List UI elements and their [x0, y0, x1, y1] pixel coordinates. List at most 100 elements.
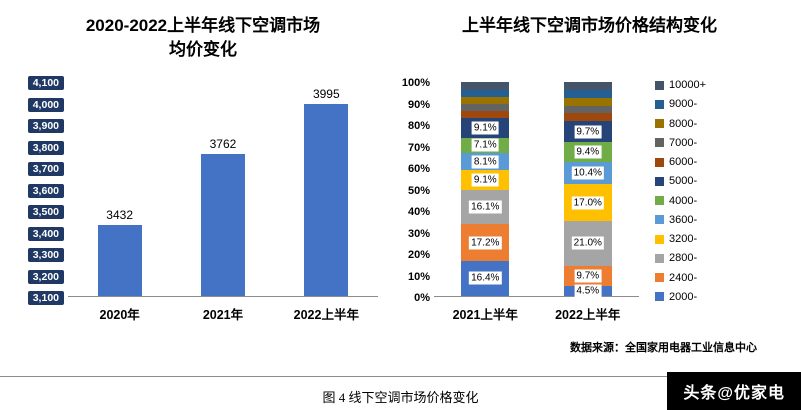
segment-value-label: 9.4% [574, 145, 602, 159]
segment-10000+ [563, 82, 612, 90]
y-tick: 100% [402, 73, 430, 91]
segment-2400-: 9.7% [563, 265, 612, 287]
segment-value-label: 10.4% [571, 166, 604, 180]
y-tick: 3,600 [27, 181, 64, 199]
y-tick: 3,300 [27, 245, 64, 263]
watermark-badge: 头条@优家电 [667, 372, 801, 410]
legend-swatch [655, 99, 664, 109]
y-tick-label: 30% [407, 227, 430, 240]
y-tick-label: 3,500 [27, 205, 64, 219]
legend-swatch [655, 253, 664, 263]
y-tick-label: 3,400 [27, 226, 64, 241]
y-tick: 3,900 [27, 116, 64, 134]
legend-item-7000-: 7000- [655, 137, 706, 149]
legend-item-3600-: 3600- [655, 214, 706, 226]
avg-price-y-axis: 4,100 4,000 3,900 3,800 3,700 3,600 3,500 3,400… [14, 76, 68, 305]
segment-3600-: 8.1% [461, 152, 510, 171]
y-tick: 20% [408, 245, 430, 263]
legend-label: 7000- [669, 136, 698, 149]
y-tick-label: 4,000 [27, 97, 64, 112]
segment-value-label: 8.1% [471, 155, 499, 169]
segment-2000-: 16.4% [461, 260, 510, 296]
y-tick: 3,200 [27, 267, 64, 285]
y-tick-label: 70% [407, 141, 430, 154]
avg-price-plot-wrap: 4,100 4,000 3,900 3,800 3,700 3,600 3,500 3,400… [14, 76, 392, 305]
bar-2020年: 3432 [97, 208, 142, 296]
legend-item-5000-: 5000- [655, 175, 706, 187]
segment-3200-: 17.0% [563, 184, 612, 221]
segment-value-label: 17.0% [571, 196, 604, 209]
legend-swatch [655, 273, 664, 283]
y-tick: 80% [408, 116, 430, 134]
segment-3600-: 10.4% [563, 162, 612, 185]
charts-row: 2020-2022上半年线下空调市场 均价变化 4,100 4,000 3,900 3… [14, 16, 787, 354]
legend-label: 2400- [669, 271, 698, 284]
y-tick-label: 50% [407, 184, 430, 197]
avg-price-plot: 3432 3762 3995 [68, 82, 378, 297]
segment-6000- [461, 110, 510, 119]
price-structure-body: 100% 90% 80% 70% 60% 50% 40% 30% 20% 10% 0% 16.4% 1… [392, 77, 787, 323]
segment-9000- [563, 89, 612, 98]
price-structure-x-axis: 2021上半年 2022上半年 [434, 304, 639, 323]
stacked-bar-2021上半年: 16.4% 17.2% 16.1% 9.1% 8.1% 7.1% 9.1% [461, 82, 510, 296]
segment-value-label: 9.1% [471, 173, 499, 187]
segment-2400-: 17.2% [461, 224, 510, 261]
y-tick-label: 3,800 [27, 140, 64, 155]
y-tick-label: 100% [401, 77, 430, 89]
segment-8000- [563, 97, 612, 106]
y-tick-label: 4,100 [27, 76, 64, 90]
x-category-label: 2022上半年 [293, 308, 359, 322]
segment-6000- [563, 113, 612, 122]
y-tick: 40% [408, 202, 430, 220]
legend-label: 5000- [669, 175, 698, 188]
y-tick: 10% [408, 267, 430, 285]
y-tick-label: 80% [407, 120, 430, 132]
divider-line [0, 376, 801, 377]
legend-item-3200-: 3200- [655, 233, 706, 245]
bar-2022上半年: 3995 [304, 87, 349, 296]
segment-10000+ [461, 82, 510, 90]
y-tick: 60% [408, 159, 430, 177]
legend-swatch [655, 176, 664, 186]
price-structure-legend: 10000+ 9000- 8000- 7000- 6000- 5000- 4000- 3600… [639, 79, 706, 303]
data-source-note: 数据来源：全国家用电器工业信息中心 [570, 342, 757, 354]
x-category-label: 2022上半年 [555, 308, 621, 322]
legend-swatch [655, 196, 664, 206]
segment-value-label: 21.0% [571, 236, 604, 250]
figure-caption: 图 4 线下空调市场价格变化 [322, 390, 479, 405]
segment-5000-: 9.1% [461, 118, 510, 138]
legend-swatch [655, 80, 664, 90]
y-tick: 3,100 [27, 288, 64, 306]
x-category-label: 2020年 [99, 308, 140, 322]
segment-value-label: 9.7% [574, 269, 602, 283]
legend-label: 10000+ [669, 79, 707, 91]
price-structure-plot-area: 100% 90% 80% 70% 60% 50% 40% 30% 20% 10% 0% 16.4% 1… [392, 77, 639, 323]
segment-9000- [461, 89, 510, 97]
legend-swatch [655, 215, 664, 225]
segment-value-label: 17.2% [469, 236, 502, 249]
legend-swatch [655, 292, 664, 302]
segment-8000- [461, 96, 510, 105]
legend-item-2400-: 2400- [655, 272, 706, 284]
segment-2800-: 21.0% [563, 220, 612, 266]
price-structure-plot: 16.4% 17.2% 16.1% 9.1% 8.1% 7.1% 9.1% 4.5% 9.7% 2… [434, 82, 639, 298]
legend-swatch [655, 119, 664, 129]
x-category-label: 2021年 [202, 308, 244, 322]
y-tick-label: 3,200 [27, 269, 64, 284]
bar-value-label: 3432 [106, 207, 134, 222]
legend-item-8000-: 8000- [655, 118, 706, 130]
bar-value-label: 3762 [209, 137, 237, 152]
segment-2800-: 16.1% [461, 189, 510, 225]
y-tick: 0% [414, 288, 430, 306]
segment-3200-: 9.1% [461, 170, 510, 190]
y-tick-label: 3,700 [27, 162, 64, 176]
y-tick: 3,400 [27, 224, 64, 242]
y-tick: 3,800 [27, 138, 64, 156]
y-tick-label: 0% [414, 292, 430, 304]
y-tick: 50% [408, 181, 430, 199]
y-tick-label: 90% [407, 98, 430, 111]
legend-item-2800-: 2800- [655, 252, 706, 264]
legend-label: 2000- [669, 290, 698, 303]
legend-item-10000+: 10000+ [655, 79, 706, 91]
